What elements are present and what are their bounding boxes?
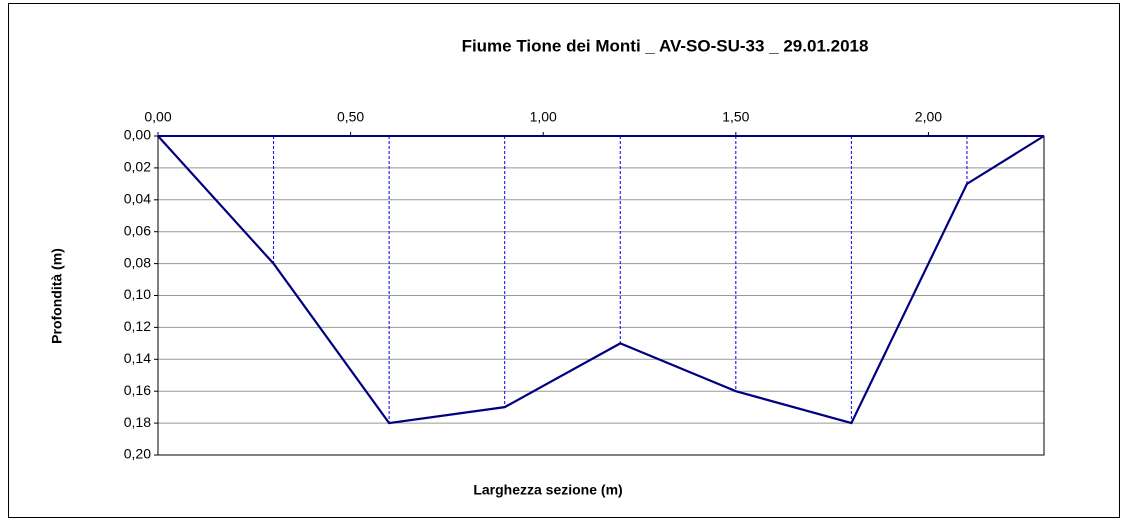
y-axis-label: Profondità (m) (49, 248, 65, 344)
y-tick-label: 0,20 (124, 446, 151, 462)
chart-title: Fiume Tione dei Monti _ AV-SO-SU-33 _ 29… (462, 36, 869, 55)
y-tick-label: 0,00 (124, 127, 151, 143)
y-tick-label: 0,14 (124, 350, 151, 366)
y-tick-label: 0,06 (124, 222, 151, 238)
y-tick-label: 0,12 (124, 318, 151, 334)
y-tick-label: 0,10 (124, 286, 151, 302)
x-tick-label: 0,50 (337, 109, 364, 125)
y-tick-label: 0,16 (124, 382, 151, 398)
x-axis-label: Larghezza sezione (m) (473, 482, 622, 498)
y-tick-label: 0,08 (124, 254, 151, 270)
y-tick-label: 0,02 (124, 159, 151, 175)
x-tick-label: 1,00 (530, 109, 557, 125)
x-tick-label: 1,50 (722, 109, 749, 125)
x-tick-label: 2,00 (915, 109, 942, 125)
y-tick-label: 0,04 (124, 191, 151, 207)
y-tick-label: 0,18 (124, 414, 151, 430)
profile-line (157, 135, 1045, 425)
x-tick-label: 0,00 (144, 109, 171, 125)
